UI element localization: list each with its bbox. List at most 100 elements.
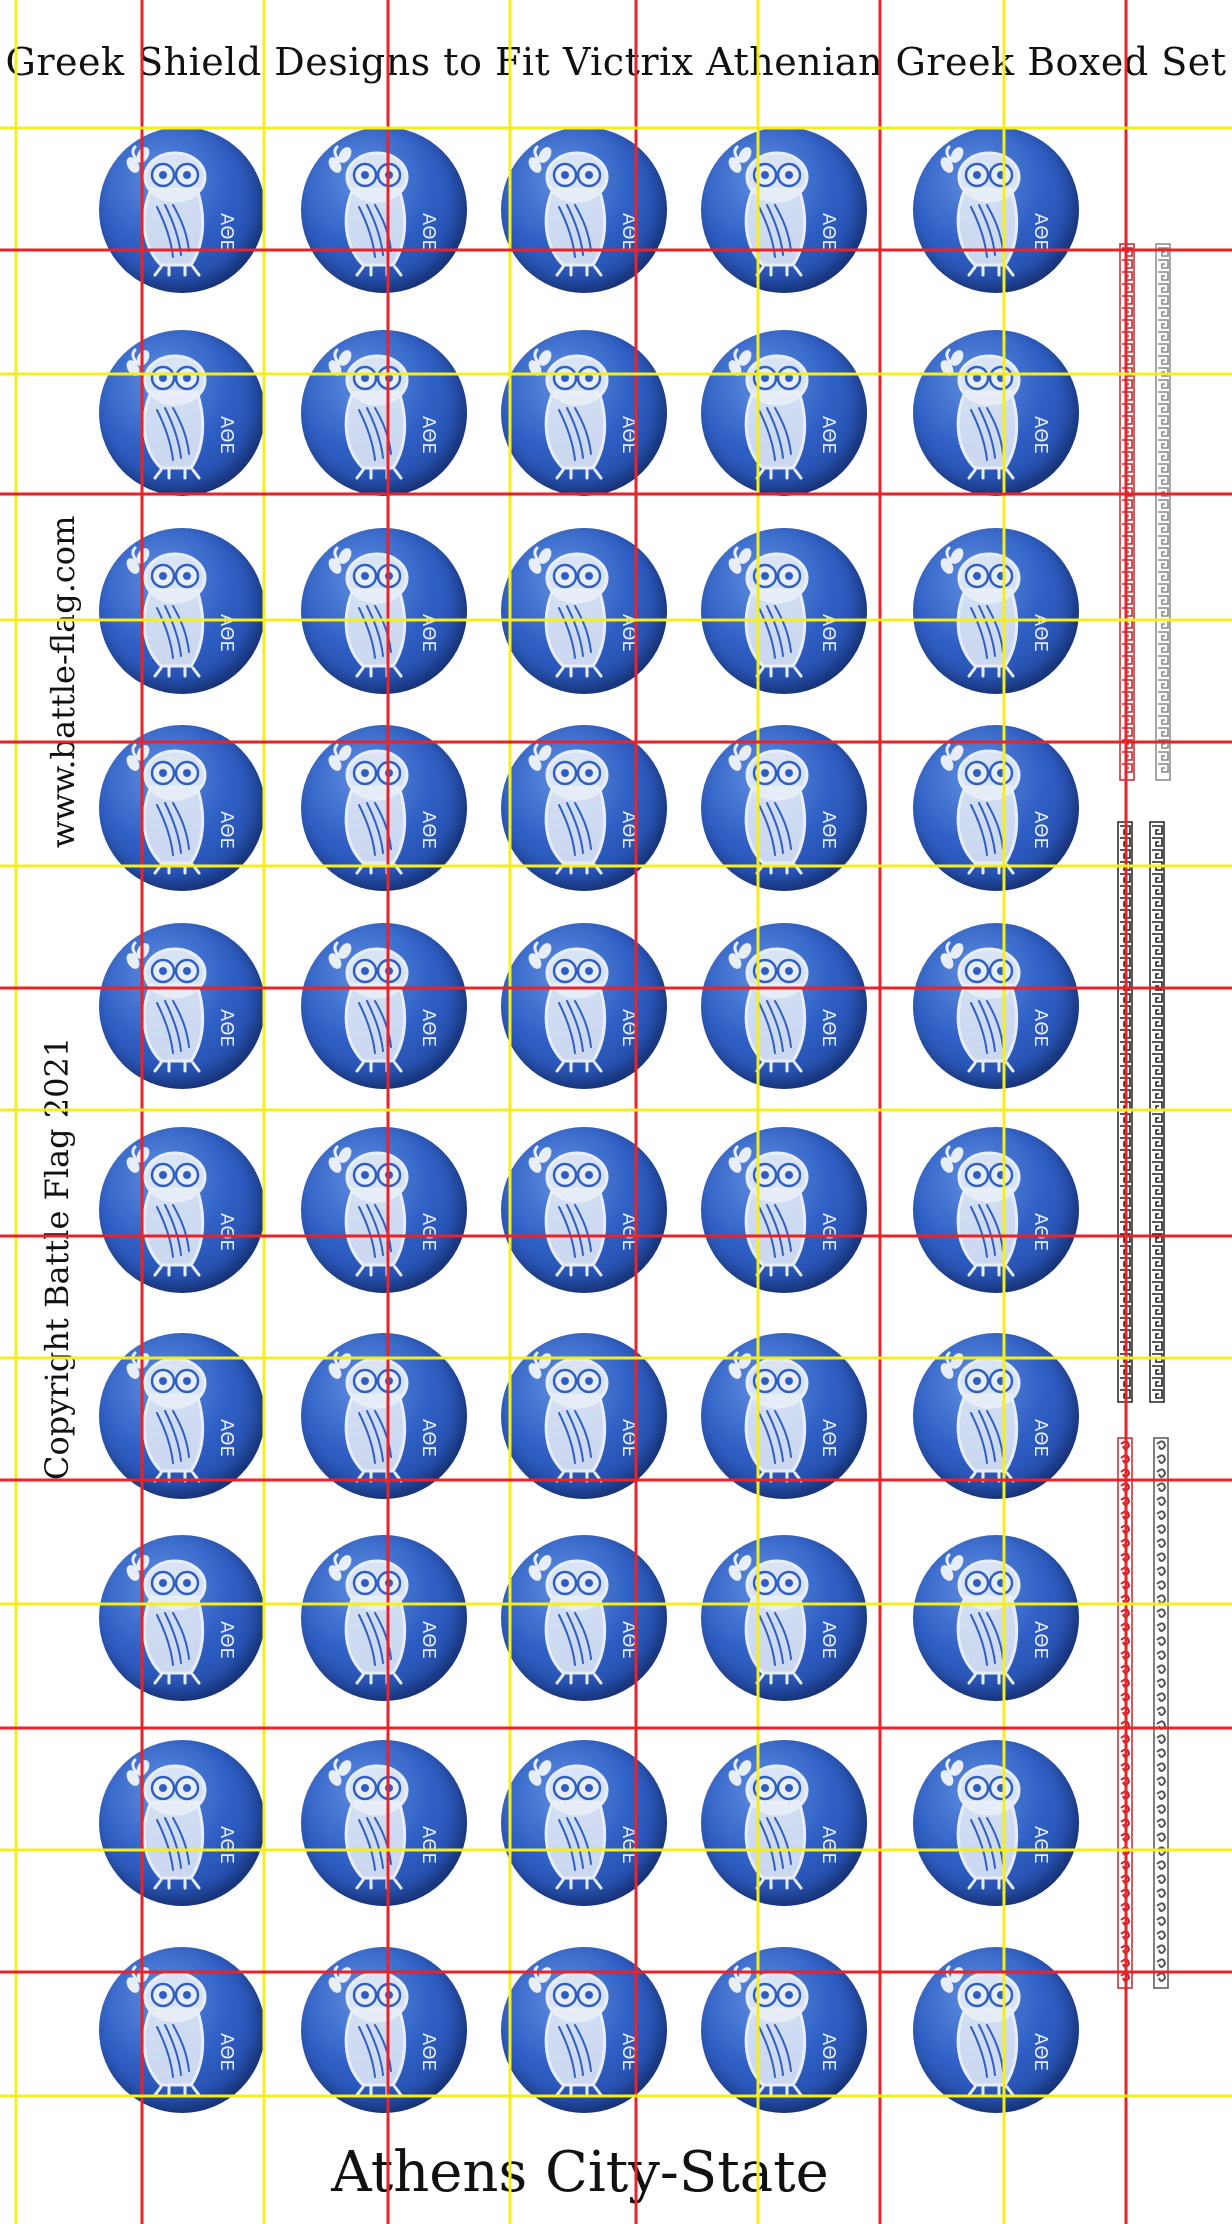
svg-text:ΑΘΕ: ΑΘΕ — [618, 1826, 639, 1864]
owl-shield: ΑΘΕ — [501, 1947, 667, 2113]
owl-shield: ΑΘΕ — [913, 1947, 1079, 2113]
owl-shield: ΑΘΕ — [913, 1535, 1079, 1701]
svg-text:ΑΘΕ: ΑΘΕ — [618, 416, 639, 454]
website-text: www.battle-flag.com — [44, 515, 82, 848]
owl-shield: ΑΘΕ — [501, 725, 667, 891]
owl-shield: ΑΘΕ — [99, 1740, 265, 1906]
owl-shield: ΑΘΕ — [99, 1947, 265, 2113]
border-wave-grey-pattern — [1156, 1440, 1167, 1982]
svg-text:ΑΘΕ: ΑΘΕ — [618, 213, 639, 251]
svg-text:ΑΘΕ: ΑΘΕ — [216, 614, 237, 652]
svg-text:ΑΘΕ: ΑΘΕ — [418, 1826, 439, 1864]
owl-shield: ΑΘΕ — [701, 127, 867, 293]
border-greek-key-grey-pattern — [1158, 247, 1169, 773]
svg-text:ΑΘΕ: ΑΘΕ — [216, 2033, 237, 2071]
svg-text:ΑΘΕ: ΑΘΕ — [418, 614, 439, 652]
owl-shield: ΑΘΕ — [501, 1333, 667, 1499]
svg-text:ΑΘΕ: ΑΘΕ — [216, 811, 237, 849]
svg-text:ΑΘΕ: ΑΘΕ — [216, 1419, 237, 1457]
owl-shield: ΑΘΕ — [701, 725, 867, 891]
sheet-footer: Athens City-State — [331, 2140, 829, 2205]
owl-shield: ΑΘΕ — [99, 725, 265, 891]
svg-text:ΑΘΕ: ΑΘΕ — [618, 614, 639, 652]
owl-shield: ΑΘΕ — [701, 528, 867, 694]
svg-text:ΑΘΕ: ΑΘΕ — [418, 1419, 439, 1457]
svg-text:ΑΘΕ: ΑΘΕ — [818, 1213, 839, 1251]
copyright-text: Copyright Battle Flag 2021 — [38, 1036, 76, 1480]
svg-text:ΑΘΕ: ΑΘΕ — [1030, 213, 1051, 251]
svg-text:ΑΘΕ: ΑΘΕ — [418, 2033, 439, 2071]
svg-text:ΑΘΕ: ΑΘΕ — [1030, 614, 1051, 652]
owl-shield: ΑΘΕ — [99, 923, 265, 1089]
svg-text:ΑΘΕ: ΑΘΕ — [216, 416, 237, 454]
svg-text:ΑΘΕ: ΑΘΕ — [418, 416, 439, 454]
owl-shield: ΑΘΕ — [99, 528, 265, 694]
svg-text:ΑΘΕ: ΑΘΕ — [1030, 2033, 1051, 2071]
svg-text:ΑΘΕ: ΑΘΕ — [1030, 1621, 1051, 1659]
svg-text:ΑΘΕ: ΑΘΕ — [216, 1621, 237, 1659]
svg-text:ΑΘΕ: ΑΘΕ — [818, 614, 839, 652]
owl-shield: ΑΘΕ — [99, 1127, 265, 1293]
svg-text:ΑΘΕ: ΑΘΕ — [216, 213, 237, 251]
svg-text:ΑΘΕ: ΑΘΕ — [618, 1621, 639, 1659]
svg-text:ΑΘΕ: ΑΘΕ — [1030, 811, 1051, 849]
owl-shield: ΑΘΕ — [301, 1127, 467, 1293]
svg-text:ΑΘΕ: ΑΘΕ — [818, 1419, 839, 1457]
border-greek-key-red-pattern — [1122, 247, 1133, 773]
owl-shield: ΑΘΕ — [501, 528, 667, 694]
owl-shield: ΑΘΕ — [501, 127, 667, 293]
owl-shield: ΑΘΕ — [501, 1535, 667, 1701]
svg-text:ΑΘΕ: ΑΘΕ — [818, 1826, 839, 1864]
svg-text:ΑΘΕ: ΑΘΕ — [618, 2033, 639, 2071]
svg-text:ΑΘΕ: ΑΘΕ — [818, 416, 839, 454]
owl-shield: ΑΘΕ — [301, 1947, 467, 2113]
owl-shield: ΑΘΕ — [99, 1535, 265, 1701]
border-wave-grey — [1153, 1437, 1169, 1989]
owl-shield: ΑΘΕ — [913, 330, 1079, 496]
svg-text:ΑΘΕ: ΑΘΕ — [818, 811, 839, 849]
svg-text:ΑΘΕ: ΑΘΕ — [1030, 416, 1051, 454]
owl-shield: ΑΘΕ — [301, 725, 467, 891]
owl-shield: ΑΘΕ — [301, 1740, 467, 1906]
border-meander-black-2-pattern — [1152, 825, 1163, 1399]
owl-shield: ΑΘΕ — [701, 330, 867, 496]
owl-shield: ΑΘΕ — [301, 330, 467, 496]
owl-shield: ΑΘΕ — [501, 1740, 667, 1906]
svg-text:ΑΘΕ: ΑΘΕ — [216, 1009, 237, 1047]
owl-shield: ΑΘΕ — [913, 1127, 1079, 1293]
svg-text:ΑΘΕ: ΑΘΕ — [618, 1419, 639, 1457]
owl-shield: ΑΘΕ — [701, 1947, 867, 2113]
svg-text:ΑΘΕ: ΑΘΕ — [1030, 1213, 1051, 1251]
owl-shield: ΑΘΕ — [501, 330, 667, 496]
svg-text:ΑΘΕ: ΑΘΕ — [418, 811, 439, 849]
owl-shield: ΑΘΕ — [913, 725, 1079, 891]
svg-text:ΑΘΕ: ΑΘΕ — [818, 213, 839, 251]
svg-text:ΑΘΕ: ΑΘΕ — [216, 1213, 237, 1251]
svg-text:ΑΘΕ: ΑΘΕ — [418, 1213, 439, 1251]
svg-text:ΑΘΕ: ΑΘΕ — [1030, 1009, 1051, 1047]
owl-shield: ΑΘΕ — [99, 330, 265, 496]
owl-shield: ΑΘΕ — [501, 1127, 667, 1293]
svg-text:ΑΘΕ: ΑΘΕ — [418, 1621, 439, 1659]
owl-shield: ΑΘΕ — [913, 923, 1079, 1089]
svg-text:ΑΘΕ: ΑΘΕ — [1030, 1826, 1051, 1864]
owl-shield: ΑΘΕ — [701, 1535, 867, 1701]
svg-text:ΑΘΕ: ΑΘΕ — [818, 1009, 839, 1047]
border-wave-red-pattern — [1120, 1440, 1131, 1982]
svg-text:ΑΘΕ: ΑΘΕ — [216, 1826, 237, 1864]
owl-shield: ΑΘΕ — [301, 127, 467, 293]
border-meander-black-1 — [1117, 821, 1133, 1403]
owl-shield: ΑΘΕ — [913, 127, 1079, 293]
owl-shield: ΑΘΕ — [99, 1333, 265, 1499]
svg-text:ΑΘΕ: ΑΘΕ — [818, 2033, 839, 2071]
owl-shield: ΑΘΕ — [701, 1333, 867, 1499]
border-meander-black-2 — [1149, 821, 1165, 1403]
svg-text:ΑΘΕ: ΑΘΕ — [818, 1621, 839, 1659]
svg-text:ΑΘΕ: ΑΘΕ — [418, 1009, 439, 1047]
owl-shield: ΑΘΕ — [701, 1127, 867, 1293]
owl-shield: ΑΘΕ — [913, 1740, 1079, 1906]
sheet-title: Greek Shield Designs to Fit Victrix Athe… — [5, 40, 1227, 84]
svg-text:ΑΘΕ: ΑΘΕ — [618, 1213, 639, 1251]
